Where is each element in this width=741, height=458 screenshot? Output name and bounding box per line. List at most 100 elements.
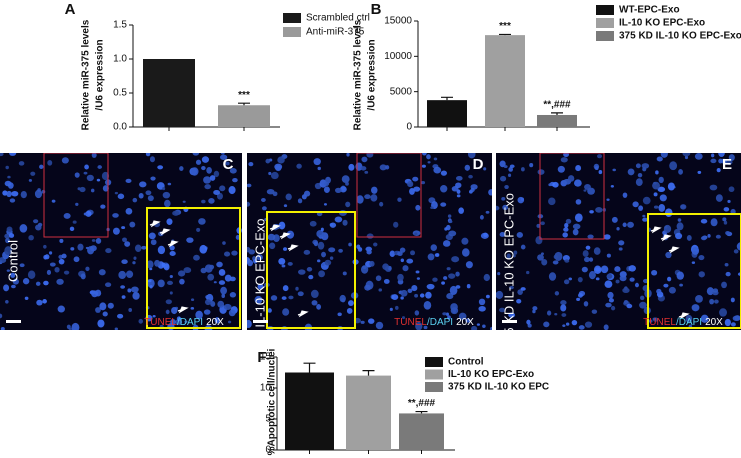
nucleus	[426, 283, 435, 290]
nucleus	[508, 167, 514, 172]
nucleus	[623, 299, 629, 304]
nucleus	[101, 171, 110, 181]
nucleus	[295, 286, 299, 291]
condition-caption: Control	[5, 240, 20, 282]
legend-swatch	[596, 31, 614, 41]
nucleus	[114, 327, 119, 330]
nucleus	[39, 164, 44, 169]
nucleus	[648, 319, 653, 323]
nucleus	[179, 166, 184, 171]
error-bar	[303, 362, 316, 373]
nucleus	[686, 235, 692, 241]
nucleus	[506, 253, 511, 259]
nucleus	[483, 273, 491, 282]
arrow	[650, 226, 662, 234]
nucleus	[247, 201, 251, 207]
nucleus	[366, 249, 372, 255]
nucleus	[321, 263, 325, 266]
nucleus	[270, 295, 278, 301]
arrow	[668, 246, 680, 254]
nucleus	[339, 294, 346, 303]
arrow	[287, 244, 299, 252]
nucleus	[567, 175, 575, 182]
nucleus	[598, 170, 603, 175]
nucleus	[442, 240, 451, 247]
nucleus	[79, 186, 86, 193]
nucleus	[373, 242, 378, 247]
nucleus	[715, 234, 721, 239]
nucleus	[277, 156, 285, 164]
nucleus	[714, 299, 719, 304]
nucleus	[450, 303, 458, 311]
nucleus	[102, 311, 108, 317]
panel-label: F	[257, 349, 266, 366]
nucleus	[548, 197, 556, 206]
nucleus	[297, 198, 303, 204]
nucleus	[288, 295, 294, 300]
nucleus	[28, 235, 34, 241]
nucleus	[529, 163, 534, 168]
nucleus	[543, 321, 550, 328]
nucleus	[369, 260, 375, 267]
nucleus	[283, 204, 288, 208]
nucleus	[399, 247, 406, 253]
nucleus	[179, 278, 185, 285]
nucleus	[499, 160, 506, 168]
nucleus	[59, 238, 64, 243]
error-bar	[551, 112, 563, 115]
nucleus	[584, 321, 593, 328]
nucleus	[169, 275, 173, 279]
arrow	[279, 232, 291, 240]
nucleus	[658, 176, 664, 183]
nucleus	[19, 224, 28, 233]
inset-box	[647, 213, 741, 329]
arrow	[269, 224, 281, 232]
nucleus	[125, 178, 132, 183]
nucleus	[149, 156, 156, 163]
nucleus	[587, 234, 594, 239]
nucleus	[532, 309, 536, 314]
nucleus	[347, 300, 354, 306]
nucleus	[303, 249, 311, 255]
nucleus	[715, 194, 723, 202]
stain-part: 20X	[206, 317, 224, 328]
nucleus	[576, 297, 581, 302]
nucleus	[157, 279, 165, 288]
condition-caption: 375 KD IL-10 KO EPC-Exo	[501, 193, 516, 349]
nucleus	[665, 251, 672, 259]
nucleus	[128, 308, 133, 313]
y-tick-label: 15	[260, 352, 272, 363]
nucleus	[393, 221, 399, 228]
nucleus	[653, 205, 659, 209]
nucleus	[397, 273, 404, 282]
nucleus	[400, 296, 404, 300]
nucleus	[665, 208, 673, 218]
nucleus	[5, 165, 9, 170]
y-tick-label: 5	[265, 414, 271, 425]
nucleus	[256, 254, 263, 261]
inset-box	[266, 211, 356, 329]
nucleus	[61, 253, 67, 259]
nucleus	[34, 189, 43, 199]
arrow	[297, 310, 309, 318]
nucleus	[591, 309, 598, 314]
stain-part: /DAPI	[177, 317, 203, 328]
nucleus	[710, 218, 718, 227]
nucleus	[257, 283, 264, 290]
stain-label: TUNEL/DAPI 20X	[144, 317, 224, 328]
nucleus	[7, 175, 11, 179]
nucleus	[222, 241, 226, 245]
nucleus	[261, 206, 267, 211]
nucleus	[508, 312, 516, 318]
nucleus	[90, 188, 95, 193]
y-axis-label: Relative miR-375 levels	[81, 19, 92, 130]
nucleus	[430, 244, 437, 251]
nucleus	[560, 300, 567, 306]
nucleus	[548, 272, 557, 281]
nucleus	[415, 321, 423, 330]
nucleus	[366, 233, 374, 239]
nucleus	[451, 256, 460, 263]
nucleus	[679, 283, 683, 287]
nucleus	[287, 261, 293, 266]
nucleus	[7, 182, 14, 189]
